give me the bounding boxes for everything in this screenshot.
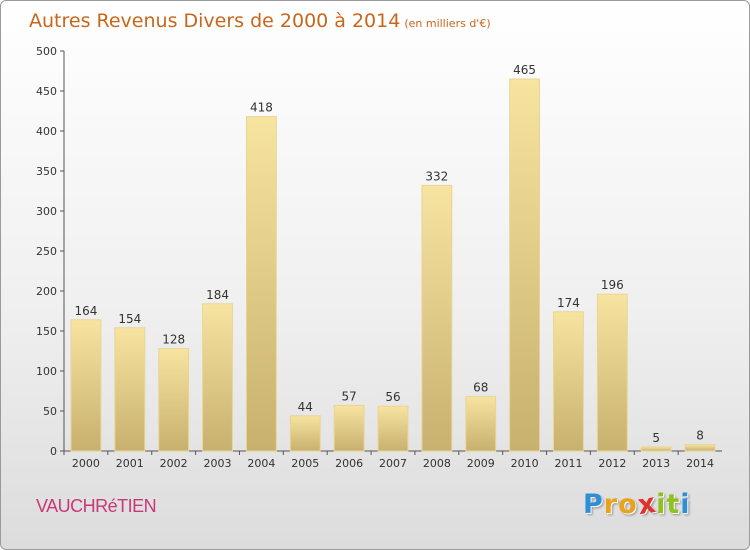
logo-letter: i bbox=[680, 489, 691, 520]
bar-2008 bbox=[421, 184, 453, 452]
x-tick-label: 2002 bbox=[160, 457, 188, 470]
place-name: VAUCHRéTIEN bbox=[36, 496, 157, 516]
bar-2013 bbox=[640, 446, 672, 452]
bar-2012 bbox=[596, 293, 628, 452]
y-tick-label: 350 bbox=[36, 165, 57, 178]
bar-2005 bbox=[289, 415, 321, 452]
bar-2006 bbox=[333, 404, 365, 452]
title-text: Autres Revenus Divers de 2000 à 2014 bbox=[29, 10, 401, 32]
x-tick-label: 2004 bbox=[247, 457, 275, 470]
x-tick-label: 2006 bbox=[335, 457, 363, 470]
x-tick-label: 2007 bbox=[379, 457, 407, 470]
data-label: 57 bbox=[341, 389, 356, 403]
data-label: 332 bbox=[425, 169, 448, 183]
y-tick-label: 150 bbox=[36, 325, 57, 338]
y-tick-label: 500 bbox=[36, 45, 57, 58]
bar-2011 bbox=[553, 311, 584, 452]
data-label: 164 bbox=[74, 304, 97, 318]
y-tick-label: 100 bbox=[36, 365, 57, 378]
bar-2003 bbox=[202, 303, 233, 452]
x-tick-label: 2012 bbox=[598, 457, 626, 470]
y-tick-label: 450 bbox=[36, 85, 57, 98]
proxiti-logo[interactable]: Proxiti bbox=[583, 487, 691, 522]
y-tick-label: 300 bbox=[36, 205, 57, 218]
x-tick-label: 2001 bbox=[116, 457, 144, 470]
x-tick-label: 2005 bbox=[291, 457, 319, 470]
bar-2010 bbox=[509, 78, 541, 452]
y-tick-label: 50 bbox=[43, 405, 57, 418]
bar-2007 bbox=[377, 405, 409, 452]
x-tick-label: 2010 bbox=[511, 457, 539, 470]
logo-letter: P bbox=[583, 489, 604, 520]
bars bbox=[70, 78, 716, 452]
bar-2009 bbox=[465, 396, 497, 452]
logo-letter: r bbox=[603, 489, 619, 520]
y-tick-label: 0 bbox=[50, 445, 57, 458]
chart-subtitle: (en milliers d'€) bbox=[404, 17, 491, 30]
x-tick-label: 2011 bbox=[554, 457, 582, 470]
x-tick-label: 2003 bbox=[204, 457, 232, 470]
bar-2002 bbox=[158, 348, 190, 452]
y-tick-label: 200 bbox=[36, 285, 57, 298]
data-label: 5 bbox=[652, 431, 660, 445]
chart-title: Autres Revenus Divers de 2000 à 2014 (en … bbox=[29, 10, 491, 32]
data-label: 44 bbox=[298, 400, 313, 414]
data-label: 128 bbox=[162, 333, 185, 347]
data-label: 196 bbox=[601, 278, 624, 292]
data-label: 174 bbox=[557, 296, 580, 310]
bar-2000 bbox=[70, 319, 102, 452]
y-tick-label: 400 bbox=[36, 125, 57, 138]
x-tick-label: 2000 bbox=[72, 457, 100, 470]
logo-letter: x bbox=[635, 487, 659, 522]
data-label: 465 bbox=[513, 63, 536, 77]
x-tick-label: 2009 bbox=[467, 457, 495, 470]
bar-2004 bbox=[245, 116, 277, 452]
data-label: 68 bbox=[473, 381, 488, 395]
data-label: 56 bbox=[385, 390, 400, 404]
labels: 2000 164 2001 154 2002 128 2003 184 2004 418 2005 4… bbox=[72, 63, 714, 470]
data-label: 154 bbox=[118, 312, 141, 326]
data-label: 184 bbox=[206, 288, 229, 302]
logo-letter: t bbox=[666, 489, 681, 520]
x-tick-label: 2008 bbox=[423, 457, 451, 470]
bar-2001 bbox=[114, 327, 146, 452]
logo-letter: i bbox=[656, 489, 667, 520]
x-tick-label: 2013 bbox=[642, 457, 670, 470]
y-tick-label: 250 bbox=[36, 245, 57, 258]
logo-letter: o bbox=[618, 489, 638, 520]
data-label: 8 bbox=[696, 429, 704, 443]
bar-2014 bbox=[684, 444, 716, 452]
x-tick-label: 2014 bbox=[686, 457, 714, 470]
data-label: 418 bbox=[250, 101, 273, 115]
